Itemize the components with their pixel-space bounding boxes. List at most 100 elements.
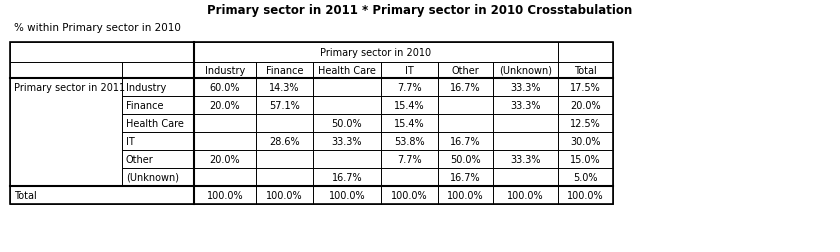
- Bar: [122, 133, 194, 150]
- Bar: [381, 115, 438, 133]
- Text: 50.0%: 50.0%: [450, 154, 480, 164]
- Bar: [122, 97, 194, 115]
- Text: 30.0%: 30.0%: [570, 137, 601, 146]
- Text: Total: Total: [14, 190, 37, 200]
- Bar: [493, 63, 558, 79]
- Text: 53.8%: 53.8%: [394, 137, 425, 146]
- Bar: [256, 168, 313, 186]
- Bar: [438, 115, 493, 133]
- Bar: [558, 79, 613, 97]
- Bar: [194, 79, 256, 97]
- Bar: [313, 63, 381, 79]
- Text: 16.7%: 16.7%: [332, 172, 362, 182]
- Bar: [438, 150, 493, 168]
- Text: 14.3%: 14.3%: [270, 83, 300, 93]
- Bar: [313, 97, 381, 115]
- Text: Health Care: Health Care: [126, 118, 184, 129]
- Text: Primary sector in 2011: Primary sector in 2011: [14, 83, 125, 93]
- Bar: [256, 115, 313, 133]
- Text: 7.7%: 7.7%: [397, 83, 422, 93]
- Text: 100.0%: 100.0%: [507, 190, 543, 200]
- Bar: [256, 150, 313, 168]
- Bar: [122, 115, 194, 133]
- Text: Total: Total: [574, 66, 597, 76]
- Bar: [256, 133, 313, 150]
- Bar: [122, 63, 194, 79]
- Bar: [493, 97, 558, 115]
- Bar: [493, 150, 558, 168]
- Bar: [256, 186, 313, 204]
- Bar: [313, 133, 381, 150]
- Bar: [10, 43, 194, 63]
- Text: 17.5%: 17.5%: [570, 83, 601, 93]
- Text: 33.3%: 33.3%: [510, 101, 541, 111]
- Bar: [10, 79, 122, 186]
- Bar: [438, 186, 493, 204]
- Bar: [194, 150, 256, 168]
- Text: 16.7%: 16.7%: [450, 83, 480, 93]
- Bar: [122, 79, 194, 97]
- Text: Finance: Finance: [126, 101, 164, 111]
- Bar: [558, 63, 613, 79]
- Bar: [313, 79, 381, 97]
- Bar: [438, 133, 493, 150]
- Text: 16.7%: 16.7%: [450, 172, 480, 182]
- Text: Other: Other: [126, 154, 154, 164]
- Bar: [493, 79, 558, 97]
- Text: 12.5%: 12.5%: [570, 118, 601, 129]
- Bar: [381, 63, 438, 79]
- Text: 100.0%: 100.0%: [567, 190, 604, 200]
- Bar: [381, 150, 438, 168]
- Text: 5.0%: 5.0%: [573, 172, 598, 182]
- Text: 20.0%: 20.0%: [570, 101, 601, 111]
- Text: 60.0%: 60.0%: [210, 83, 240, 93]
- Bar: [194, 133, 256, 150]
- Bar: [313, 168, 381, 186]
- Bar: [256, 97, 313, 115]
- Bar: [381, 186, 438, 204]
- Bar: [10, 43, 613, 204]
- Bar: [558, 150, 613, 168]
- Text: IT: IT: [405, 66, 414, 76]
- Text: 20.0%: 20.0%: [210, 101, 240, 111]
- Text: 7.7%: 7.7%: [397, 154, 422, 164]
- Text: IT: IT: [126, 137, 134, 146]
- Bar: [558, 186, 613, 204]
- Bar: [558, 97, 613, 115]
- Bar: [194, 43, 558, 63]
- Text: Other: Other: [452, 66, 480, 76]
- Bar: [122, 150, 194, 168]
- Text: 57.1%: 57.1%: [269, 101, 300, 111]
- Text: Health Care: Health Care: [318, 66, 376, 76]
- Text: 15.0%: 15.0%: [570, 154, 601, 164]
- Text: (Unknown): (Unknown): [126, 172, 179, 182]
- Text: 33.3%: 33.3%: [510, 83, 541, 93]
- Bar: [558, 43, 613, 63]
- Text: 50.0%: 50.0%: [332, 118, 362, 129]
- Bar: [194, 63, 256, 79]
- Bar: [313, 150, 381, 168]
- Text: (Unknown): (Unknown): [499, 66, 552, 76]
- Bar: [194, 186, 256, 204]
- Bar: [194, 115, 256, 133]
- Bar: [558, 115, 613, 133]
- Text: 15.4%: 15.4%: [394, 118, 425, 129]
- Bar: [194, 168, 256, 186]
- Bar: [194, 97, 256, 115]
- Bar: [313, 115, 381, 133]
- Bar: [313, 186, 381, 204]
- Bar: [438, 168, 493, 186]
- Bar: [122, 168, 194, 186]
- Text: 33.3%: 33.3%: [332, 137, 362, 146]
- Text: % within Primary sector in 2010: % within Primary sector in 2010: [14, 23, 181, 33]
- Text: Primary sector in 2011 * Primary sector in 2010 Crosstabulation: Primary sector in 2011 * Primary sector …: [207, 5, 633, 17]
- Text: 100.0%: 100.0%: [391, 190, 428, 200]
- Bar: [493, 133, 558, 150]
- Bar: [493, 168, 558, 186]
- Text: 100.0%: 100.0%: [328, 190, 365, 200]
- Text: 16.7%: 16.7%: [450, 137, 480, 146]
- Text: Finance: Finance: [265, 66, 303, 76]
- Bar: [10, 186, 194, 204]
- Bar: [381, 97, 438, 115]
- Bar: [381, 133, 438, 150]
